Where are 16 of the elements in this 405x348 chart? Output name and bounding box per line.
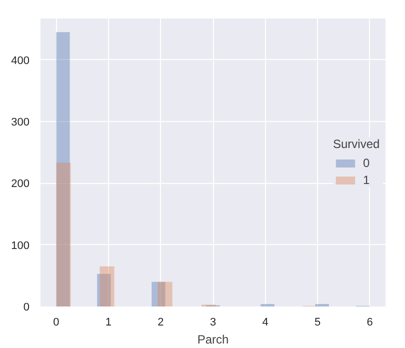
x-tick-label: 1 [105, 316, 112, 328]
y-tick-label: 200 [11, 178, 30, 190]
x-tick-label: 0 [53, 316, 60, 328]
x-tick-label: 5 [314, 316, 321, 328]
x-tick-label: 6 [366, 316, 373, 328]
legend-title: Survived [333, 137, 381, 151]
x-tick-label: 3 [210, 316, 216, 328]
y-tick-label: 100 [11, 240, 30, 252]
y-tick-label: 400 [11, 54, 30, 67]
x-axis-title: Parch [197, 332, 229, 346]
y-tick-label: 300 [11, 116, 30, 128]
x-tick-label: 4 [262, 316, 268, 328]
x-tick-label: 2 [158, 316, 164, 328]
legend-label: 0 [363, 156, 371, 170]
legend-label: 1 [363, 173, 371, 187]
y-tick-label: 0 [23, 302, 30, 314]
